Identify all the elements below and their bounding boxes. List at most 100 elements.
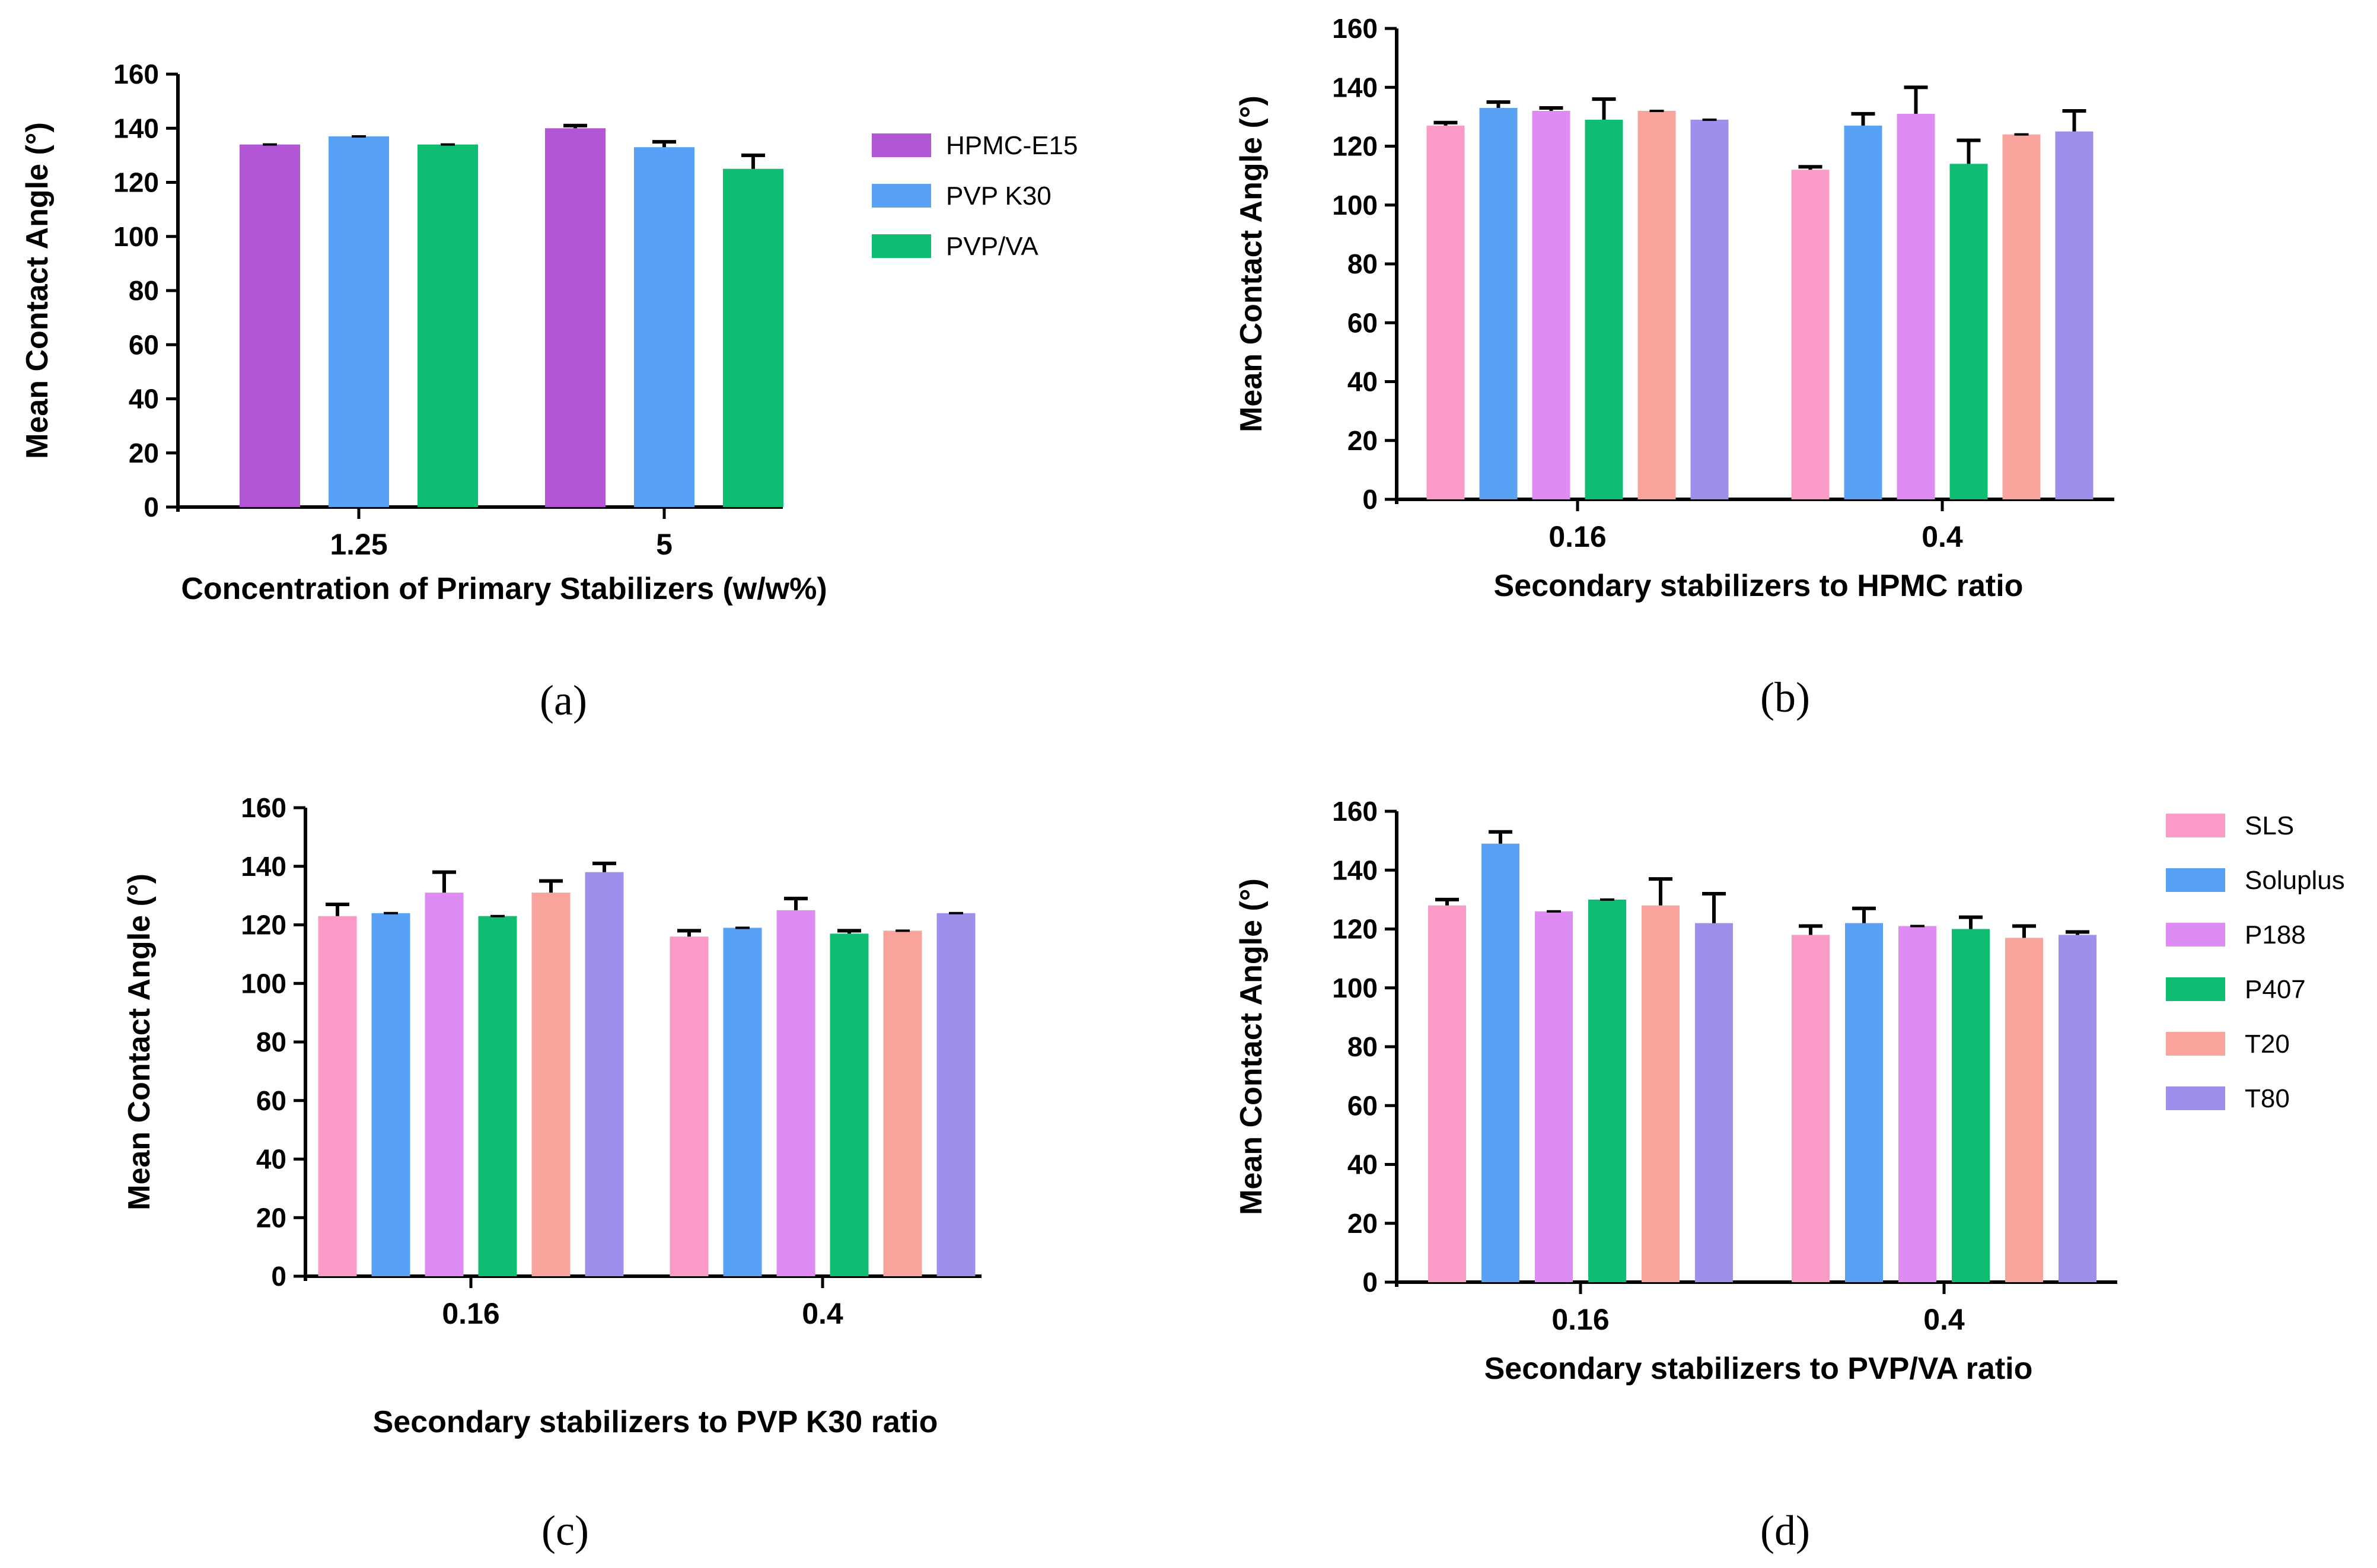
legend-swatch xyxy=(872,133,931,157)
legend-label: SLS xyxy=(2245,811,2294,840)
y-tick-label: 140 xyxy=(1332,855,1378,885)
x-category-label: 0.4 xyxy=(1922,520,1963,553)
panel-label: (d) xyxy=(1760,1507,1810,1554)
bar-p188-0_4 xyxy=(1897,113,1935,500)
legend-label: P188 xyxy=(2245,920,2306,949)
legend-swatch xyxy=(2166,868,2225,892)
bar-soluplus-0_16 xyxy=(371,913,410,1276)
y-axis-title: Mean Contact Angle (°) xyxy=(20,122,55,459)
bar-hpmc-e15-5 xyxy=(545,128,606,507)
y-axis-title: Mean Contact Angle (°) xyxy=(1234,95,1269,432)
panel-label: (b) xyxy=(1760,674,1810,721)
bar-soluplus-0_16 xyxy=(1481,843,1519,1282)
x-axis-title: Concentration of Primary Stabilizers (w/… xyxy=(181,572,827,606)
legend-swatch xyxy=(2166,923,2225,946)
bar-p407-0_16 xyxy=(1585,119,1623,499)
y-tick-label: 40 xyxy=(129,384,159,415)
legend-swatch xyxy=(2166,1032,2225,1056)
bar-sls-0_16 xyxy=(1428,905,1466,1282)
legend: SLS Soluplus P188 P407 T20 T80 xyxy=(2166,811,2345,1113)
bar-sls-0_4 xyxy=(1792,935,1830,1282)
y-tick-label: 100 xyxy=(1332,973,1378,1003)
bar-p407-0_16 xyxy=(478,916,517,1276)
legend-label: T80 xyxy=(2245,1084,2290,1113)
panel-label: (c) xyxy=(541,1507,589,1554)
x-category-label: 0.16 xyxy=(1548,520,1606,553)
y-tick-label: 20 xyxy=(1347,1208,1378,1239)
bar-t20-0_16 xyxy=(1637,110,1676,499)
x-category-label: 0.4 xyxy=(1923,1303,1965,1336)
y-tick-label: 60 xyxy=(1347,1090,1378,1121)
bar-t80-0_4 xyxy=(2059,935,2096,1282)
y-tick-label: 120 xyxy=(1332,914,1378,945)
legend-label: HPMC-E15 xyxy=(946,131,1078,160)
y-tick-label: 160 xyxy=(241,792,286,823)
y-tick-label: 0 xyxy=(144,492,159,522)
y-tick-label: 100 xyxy=(113,221,159,252)
bar-p188-0_16 xyxy=(1532,110,1570,499)
x-category-label: 5 xyxy=(656,528,673,561)
y-tick-label: 40 xyxy=(256,1144,286,1175)
y-axis-title: Mean Contact Angle (°) xyxy=(122,874,157,1210)
bar-sls-0_4 xyxy=(670,936,709,1276)
bar-t20-0_16 xyxy=(531,893,571,1276)
y-tick-label: 0 xyxy=(1362,484,1378,515)
x-category-label: 0.4 xyxy=(802,1297,843,1330)
y-tick-label: 140 xyxy=(241,851,286,882)
y-tick-label: 20 xyxy=(256,1202,286,1233)
legend-label: Soluplus xyxy=(2245,866,2345,895)
y-tick-label: 160 xyxy=(1332,796,1378,827)
y-tick-label: 20 xyxy=(1347,425,1378,456)
bar-t20-0_4 xyxy=(2002,134,2041,499)
y-tick-label: 80 xyxy=(1347,1031,1378,1062)
bar-t20-0_16 xyxy=(1642,905,1680,1282)
bar-p407-0_4 xyxy=(1949,164,1988,499)
legend-swatch xyxy=(2166,977,2225,1001)
x-category-label: 1.25 xyxy=(330,528,387,561)
x-axis-title: Secondary stabilizers to HPMC ratio xyxy=(1494,569,2024,603)
y-axis-title: Mean Contact Angle (°) xyxy=(1234,878,1269,1215)
legend-swatch xyxy=(2166,1086,2225,1110)
bar-t20-0_4 xyxy=(2005,938,2043,1282)
y-tick-label: 20 xyxy=(129,438,159,469)
y-tick-label: 60 xyxy=(256,1085,286,1116)
bar-sls-0_16 xyxy=(318,916,357,1276)
y-tick-label: 140 xyxy=(113,113,159,144)
bar-t80-0_4 xyxy=(936,913,976,1276)
bar-p407-0_16 xyxy=(1588,899,1626,1282)
chart-panel-c: 0 20 40 60 80 100 120 140 160 0.16 0.4 Secondary st… xyxy=(122,792,982,1554)
bar-hpmc-e15-1_25 xyxy=(240,144,300,507)
y-tick-label: 80 xyxy=(129,275,159,306)
bar-p188-0_16 xyxy=(425,893,464,1276)
y-tick-label: 0 xyxy=(271,1261,286,1292)
y-tick-label: 140 xyxy=(1332,72,1378,103)
chart-panel-b: 0 20 40 60 80 100 120 140 160 0.16 0.4 Secondary st… xyxy=(1234,13,2114,721)
bar-soluplus-0_4 xyxy=(723,928,762,1276)
bar-t80-0_16 xyxy=(1690,119,1729,499)
bar-p407-0_4 xyxy=(1952,929,1990,1282)
x-category-label: 0.16 xyxy=(1551,1303,1609,1336)
bar-p188-0_4 xyxy=(776,910,815,1276)
y-tick-label: 60 xyxy=(129,329,159,360)
y-tick-label: 160 xyxy=(1332,13,1378,44)
bar-p188-0_16 xyxy=(1535,911,1573,1282)
bar-soluplus-0_4 xyxy=(1844,125,1882,499)
chart-panel-a: 0 20 40 60 80 100 120 140 160 1.25 5 Concentration … xyxy=(20,59,1078,724)
y-tick-label: 40 xyxy=(1347,366,1378,397)
y-tick-label: 60 xyxy=(1347,307,1378,338)
y-tick-label: 100 xyxy=(1332,190,1378,221)
y-tick-label: 0 xyxy=(1362,1267,1378,1298)
x-category-label: 0.16 xyxy=(442,1297,499,1330)
bar-pvp-k30-5 xyxy=(634,147,694,507)
y-tick-label: 120 xyxy=(113,167,159,198)
bar-t80-0_16 xyxy=(585,872,624,1276)
bar-soluplus-0_4 xyxy=(1845,923,1883,1282)
bar-t80-0_16 xyxy=(1695,923,1733,1282)
bar-p188-0_4 xyxy=(1898,926,1936,1282)
legend-swatch xyxy=(872,184,931,208)
x-axis-title: Secondary stabilizers to PVP/VA ratio xyxy=(1484,1352,2033,1386)
bar-sls-0_16 xyxy=(1426,125,1465,499)
panel-label: (a) xyxy=(540,677,587,724)
y-tick-label: 40 xyxy=(1347,1149,1378,1180)
